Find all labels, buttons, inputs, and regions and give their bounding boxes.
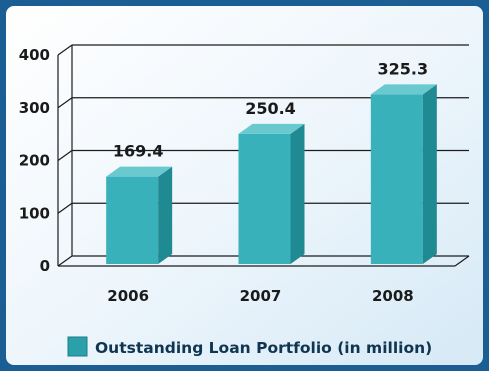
- data-labels: 169.4 250.4 325.3: [113, 59, 428, 160]
- y-axis-ticks: 0 100 200 300 400: [19, 46, 50, 275]
- x-tick-label: 2006: [107, 287, 149, 305]
- bars: [106, 84, 437, 264]
- data-label: 250.4: [245, 99, 296, 118]
- legend: Outstanding Loan Portfolio (in million): [67, 336, 432, 357]
- bar-side-2008: [422, 84, 437, 264]
- y-tick-label: 400: [19, 46, 50, 64]
- bar-top-2008: [370, 84, 437, 95]
- bar-top-2007: [238, 123, 305, 134]
- y-tick-label: 100: [19, 204, 50, 222]
- x-tick-label: 2008: [372, 287, 414, 305]
- y-tick-label: 200: [19, 152, 50, 170]
- legend-label: Outstanding Loan Portfolio (in million): [95, 339, 432, 357]
- gridline-depth-300: [57, 97, 73, 109]
- bar-side-2006: [158, 166, 173, 264]
- gridline-depth-100: [57, 202, 73, 214]
- floor-right-edge: [454, 255, 470, 267]
- bar-2007: [238, 133, 291, 264]
- gridline-depth-200: [57, 150, 73, 161]
- data-label: 169.4: [113, 142, 164, 161]
- gridline-depth-0: [57, 255, 73, 267]
- bar-side-2007: [290, 123, 305, 264]
- bar-2006: [106, 176, 159, 264]
- legend-swatch: [67, 336, 88, 357]
- y-tick-label: 300: [19, 99, 50, 117]
- y-tick-label: 0: [40, 257, 50, 275]
- x-axis-ticks: 2006 2007 2008: [107, 287, 413, 305]
- data-label: 325.3: [378, 59, 429, 78]
- bar-top-2006: [106, 166, 173, 177]
- bar-2008: [370, 94, 423, 264]
- gridline-depth-400: [57, 44, 73, 56]
- x-tick-label: 2007: [240, 287, 282, 305]
